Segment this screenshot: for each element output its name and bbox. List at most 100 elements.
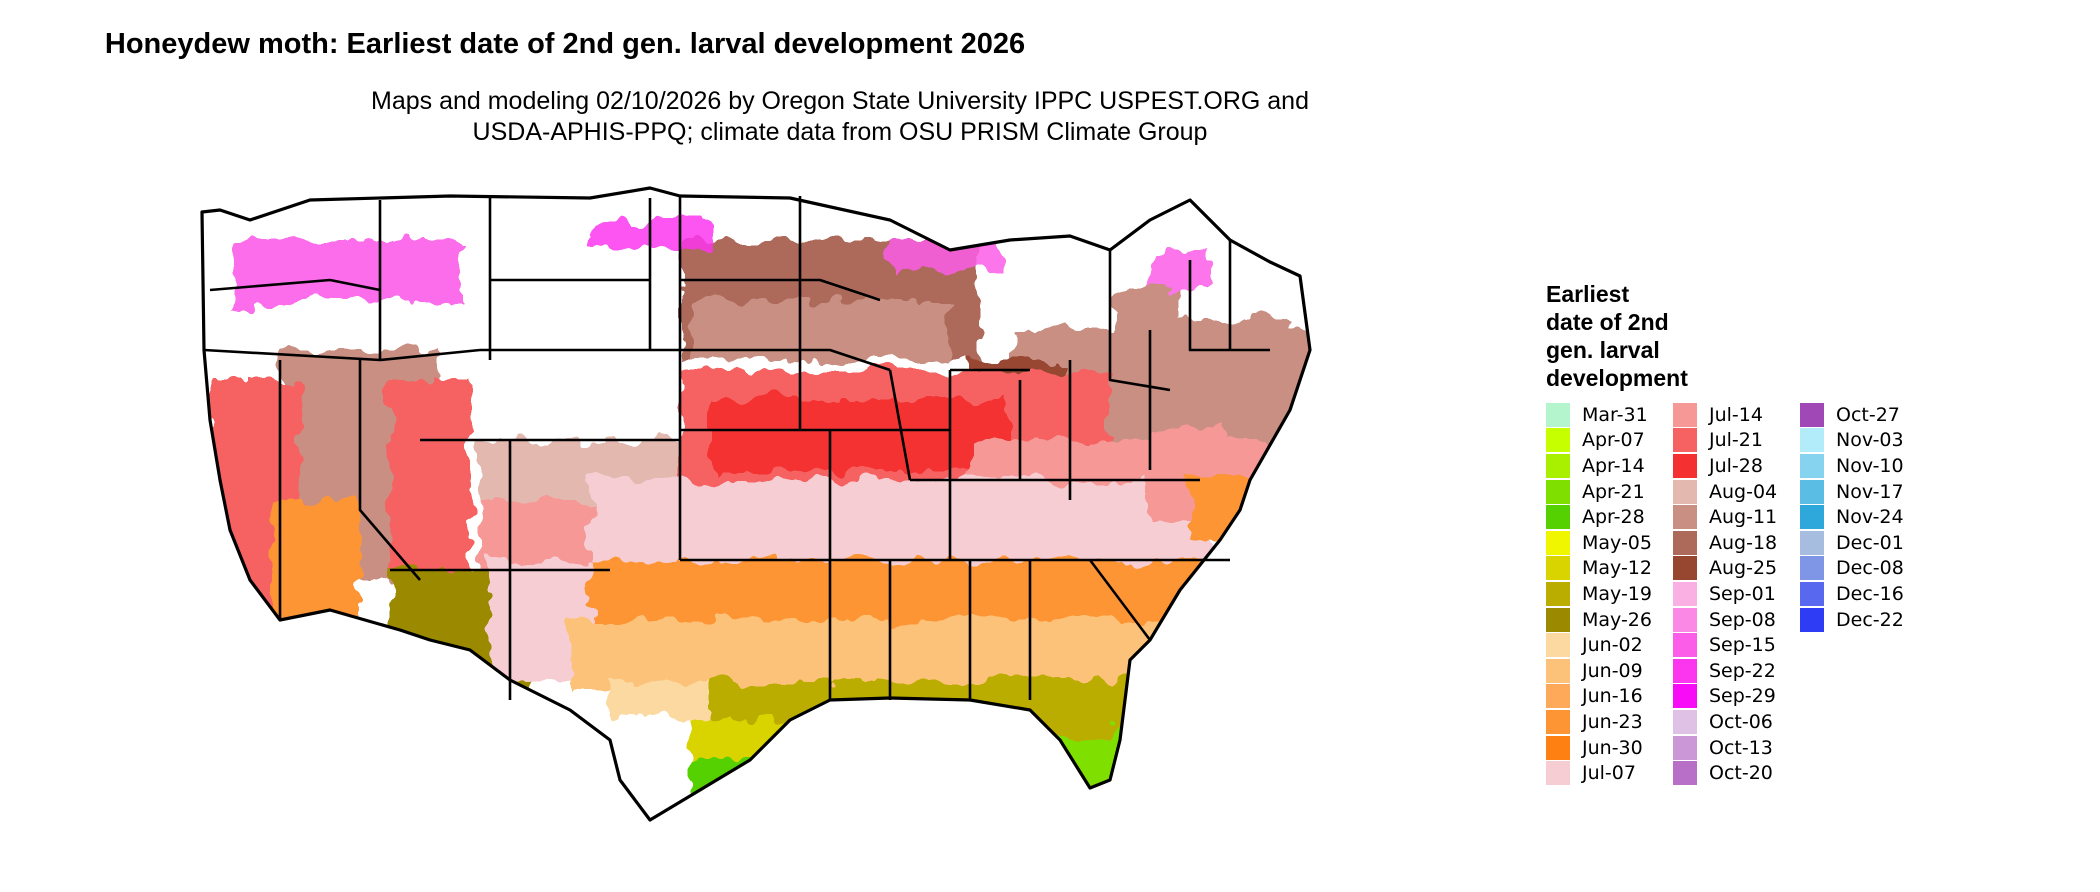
legend-swatch	[1800, 530, 1824, 555]
legend-swatch	[1546, 709, 1570, 734]
legend-label: Oct-06	[1709, 710, 1773, 733]
legend-item: Aug-11	[1673, 504, 1800, 530]
legend-swatch	[1673, 633, 1697, 658]
legend-swatch	[1800, 453, 1824, 478]
legend-item: Sep-29	[1673, 684, 1800, 710]
legend-item: Apr-14	[1546, 453, 1673, 479]
legend-item: May-05	[1546, 530, 1673, 556]
legend-swatch	[1800, 428, 1824, 453]
legend-swatch	[1673, 505, 1697, 530]
legend-label: Sep-29	[1709, 685, 1776, 708]
legend-label: Dec-22	[1836, 608, 1904, 631]
legend-item: Jul-28	[1673, 453, 1800, 479]
legend-label: Jul-07	[1582, 762, 1636, 785]
legend-label: Sep-08	[1709, 608, 1776, 631]
map-title: Honeydew moth: Earliest date of 2nd gen.…	[104, 28, 1026, 60]
legend-label: Jun-02	[1582, 634, 1643, 657]
legend-label: Aug-04	[1709, 480, 1778, 503]
legend-swatch	[1673, 658, 1697, 683]
legend-item: Sep-08	[1673, 607, 1800, 633]
legend-label: Oct-27	[1836, 403, 1900, 426]
legend-label: Jun-23	[1582, 710, 1643, 733]
legend-item: Oct-27	[1800, 402, 1927, 428]
legend-swatch	[1800, 505, 1824, 530]
subtitle-line-2: USDA-APHIS-PPQ; climate data from OSU PR…	[472, 118, 1208, 146]
legend-swatch	[1673, 479, 1697, 504]
legend-item: Aug-18	[1673, 530, 1800, 556]
legend-label: Jun-09	[1582, 659, 1643, 682]
legend-item: Dec-01	[1800, 530, 1927, 556]
legend-title-line: Earliest	[1546, 281, 1630, 307]
legend-swatch	[1546, 761, 1570, 786]
legend-swatch	[1546, 428, 1570, 453]
us-map	[200, 186, 1312, 822]
legend-swatch	[1800, 607, 1824, 632]
legend-item: May-26	[1546, 607, 1673, 633]
legend-title: Earliest date of 2nd gen. larval develop…	[1546, 280, 1736, 392]
legend-label: May-19	[1582, 582, 1652, 605]
legend-label: Jun-16	[1582, 685, 1643, 708]
legend-item: Nov-24	[1800, 504, 1927, 530]
legend-swatch	[1673, 453, 1697, 478]
legend-swatch	[1546, 402, 1570, 427]
legend-label: Sep-22	[1709, 659, 1776, 682]
legend-label: Jul-28	[1709, 454, 1763, 477]
legend-item: Nov-03	[1800, 428, 1927, 454]
legend-swatch	[1800, 581, 1824, 606]
legend-item: Jun-23	[1546, 709, 1673, 735]
legend-label: Mar-31	[1582, 403, 1648, 426]
legend-item: Apr-21	[1546, 479, 1673, 505]
legend-label: Apr-28	[1582, 506, 1645, 529]
legend-swatch	[1546, 530, 1570, 555]
legend-item: Jul-07	[1546, 760, 1673, 786]
legend-item: Oct-13	[1673, 735, 1800, 761]
legend-item: Oct-06	[1673, 709, 1800, 735]
legend-item: Nov-17	[1800, 479, 1927, 505]
legend-label: Nov-03	[1836, 429, 1904, 452]
legend-swatch	[1546, 453, 1570, 478]
legend-item: Jun-09	[1546, 658, 1673, 684]
legend-swatch	[1800, 479, 1824, 504]
legend-swatch	[1546, 505, 1570, 530]
legend-swatch	[1546, 581, 1570, 606]
state-borders	[203, 196, 1270, 700]
legend-item: Jun-16	[1546, 684, 1673, 710]
map-subtitle: Maps and modeling 02/10/2026 by Oregon S…	[260, 86, 1420, 148]
legend-item: Jul-14	[1673, 402, 1800, 428]
legend-swatch	[1800, 556, 1824, 581]
legend-title-line: development	[1546, 365, 1688, 391]
legend-swatch	[1546, 607, 1570, 632]
legend-item: Aug-04	[1673, 479, 1800, 505]
legend-title-line: gen. larval	[1546, 337, 1660, 363]
legend-item: Sep-22	[1673, 658, 1800, 684]
legend-column: Mar-31 Apr-07 Apr-14 Apr-21 Apr-28 May-05 May-…	[1546, 402, 1673, 786]
legend-item: Jun-02	[1546, 632, 1673, 658]
legend-item: Mar-31	[1546, 402, 1673, 428]
legend-item: Dec-22	[1800, 607, 1927, 633]
legend-label: Aug-11	[1709, 506, 1778, 529]
legend-swatch	[1673, 607, 1697, 632]
legend-swatch	[1673, 709, 1697, 734]
legend-label: Apr-21	[1582, 480, 1645, 503]
legend-label: Aug-25	[1709, 557, 1778, 580]
legend-item: Apr-28	[1546, 504, 1673, 530]
legend-label: Oct-20	[1709, 762, 1773, 785]
legend-swatch	[1673, 556, 1697, 581]
legend-item: Dec-16	[1800, 581, 1927, 607]
us-outline	[200, 186, 1312, 822]
legend-swatch	[1673, 761, 1697, 786]
legend-column: Jul-14 Jul-21 Jul-28 Aug-04 Aug-11 Aug-18 Aug-…	[1673, 402, 1800, 786]
legend-swatch	[1673, 428, 1697, 453]
legend-item: May-19	[1546, 581, 1673, 607]
legend-swatch	[1673, 581, 1697, 606]
legend-swatch	[1546, 479, 1570, 504]
legend-item: Aug-25	[1673, 556, 1800, 582]
legend-label: Sep-15	[1709, 634, 1776, 657]
map-fill-layer	[202, 188, 1310, 820]
legend-swatch	[1673, 735, 1697, 760]
legend-swatch	[1673, 402, 1697, 427]
legend-columns: Mar-31 Apr-07 Apr-14 Apr-21 Apr-28 May-05 May-…	[1546, 402, 1927, 786]
legend-label: May-12	[1582, 557, 1652, 580]
legend-label: May-26	[1582, 608, 1652, 631]
legend-label: Jul-14	[1709, 403, 1763, 426]
